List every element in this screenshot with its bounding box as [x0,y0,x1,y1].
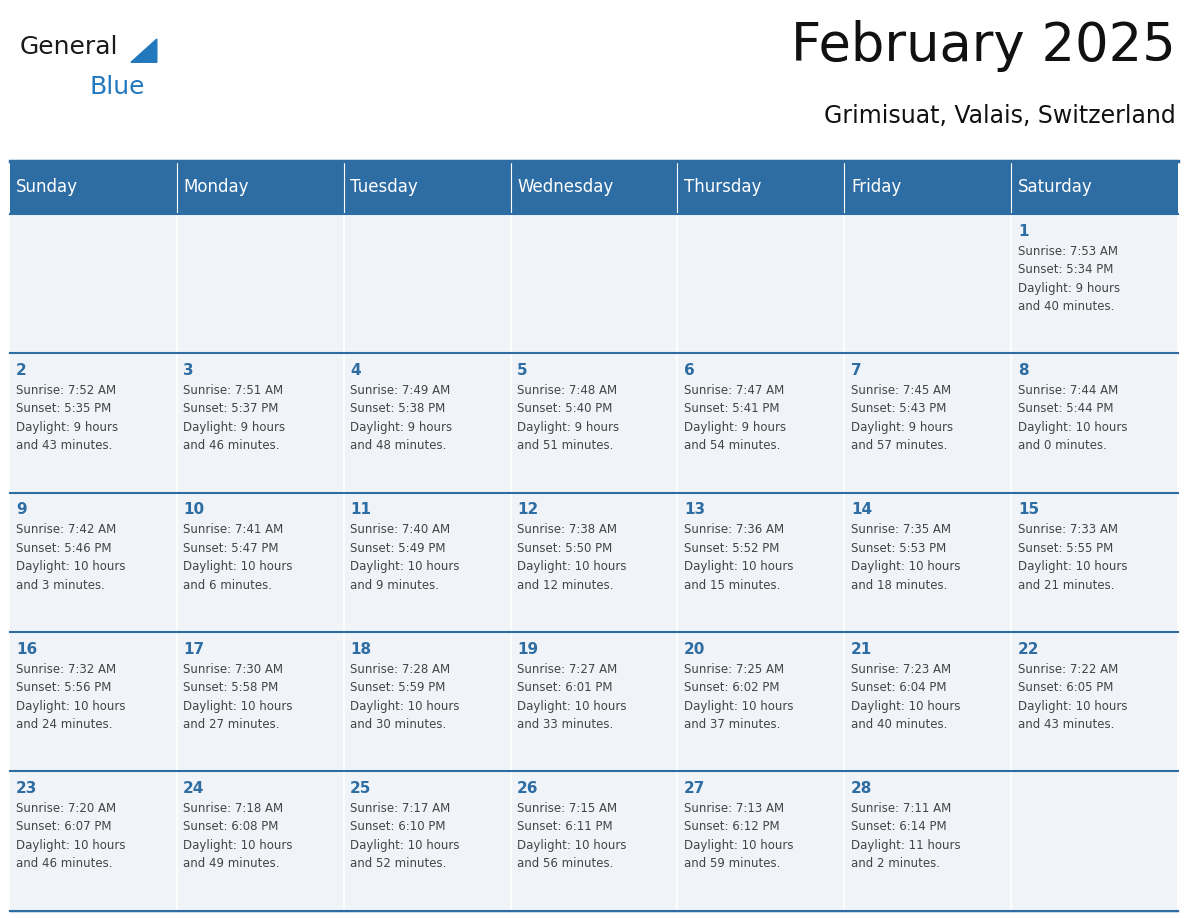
Text: 22: 22 [1018,642,1040,656]
Text: 17: 17 [183,642,204,656]
Text: Saturday: Saturday [1018,178,1093,196]
Text: Sunrise: 7:44 AM
Sunset: 5:44 PM
Daylight: 10 hours
and 0 minutes.: Sunrise: 7:44 AM Sunset: 5:44 PM Dayligh… [1018,384,1127,453]
Text: Sunrise: 7:22 AM
Sunset: 6:05 PM
Daylight: 10 hours
and 43 minutes.: Sunrise: 7:22 AM Sunset: 6:05 PM Dayligh… [1018,663,1127,731]
Text: Thursday: Thursday [684,178,762,196]
Text: 23: 23 [17,781,38,796]
Text: 7: 7 [851,363,861,378]
Text: Sunrise: 7:53 AM
Sunset: 5:34 PM
Daylight: 9 hours
and 40 minutes.: Sunrise: 7:53 AM Sunset: 5:34 PM Dayligh… [1018,244,1120,313]
Text: 9: 9 [17,502,27,518]
Text: Wednesday: Wednesday [517,178,613,196]
Text: Sunrise: 7:52 AM
Sunset: 5:35 PM
Daylight: 9 hours
and 43 minutes.: Sunrise: 7:52 AM Sunset: 5:35 PM Dayligh… [17,384,119,453]
Text: 6: 6 [684,363,695,378]
Text: Sunrise: 7:23 AM
Sunset: 6:04 PM
Daylight: 10 hours
and 40 minutes.: Sunrise: 7:23 AM Sunset: 6:04 PM Dayligh… [851,663,961,731]
Text: Sunrise: 7:11 AM
Sunset: 6:14 PM
Daylight: 11 hours
and 2 minutes.: Sunrise: 7:11 AM Sunset: 6:14 PM Dayligh… [851,802,961,870]
Text: 18: 18 [350,642,372,656]
Text: 21: 21 [851,642,872,656]
Text: 14: 14 [851,502,872,518]
Text: Sunrise: 7:42 AM
Sunset: 5:46 PM
Daylight: 10 hours
and 3 minutes.: Sunrise: 7:42 AM Sunset: 5:46 PM Dayligh… [17,523,126,592]
Text: 20: 20 [684,642,706,656]
Text: Sunrise: 7:20 AM
Sunset: 6:07 PM
Daylight: 10 hours
and 46 minutes.: Sunrise: 7:20 AM Sunset: 6:07 PM Dayligh… [17,802,126,870]
Text: 1: 1 [1018,224,1029,239]
Text: Sunrise: 7:15 AM
Sunset: 6:11 PM
Daylight: 10 hours
and 56 minutes.: Sunrise: 7:15 AM Sunset: 6:11 PM Dayligh… [517,802,627,870]
Text: Sunrise: 7:35 AM
Sunset: 5:53 PM
Daylight: 10 hours
and 18 minutes.: Sunrise: 7:35 AM Sunset: 5:53 PM Dayligh… [851,523,961,592]
Text: 11: 11 [350,502,371,518]
Text: Sunrise: 7:41 AM
Sunset: 5:47 PM
Daylight: 10 hours
and 6 minutes.: Sunrise: 7:41 AM Sunset: 5:47 PM Dayligh… [183,523,292,592]
Text: Sunrise: 7:47 AM
Sunset: 5:41 PM
Daylight: 9 hours
and 54 minutes.: Sunrise: 7:47 AM Sunset: 5:41 PM Dayligh… [684,384,786,453]
Text: 19: 19 [517,642,538,656]
Text: 3: 3 [183,363,194,378]
Text: 4: 4 [350,363,361,378]
Text: Sunrise: 7:17 AM
Sunset: 6:10 PM
Daylight: 10 hours
and 52 minutes.: Sunrise: 7:17 AM Sunset: 6:10 PM Dayligh… [350,802,460,870]
Text: Sunrise: 7:45 AM
Sunset: 5:43 PM
Daylight: 9 hours
and 57 minutes.: Sunrise: 7:45 AM Sunset: 5:43 PM Dayligh… [851,384,953,453]
Text: Sunrise: 7:33 AM
Sunset: 5:55 PM
Daylight: 10 hours
and 21 minutes.: Sunrise: 7:33 AM Sunset: 5:55 PM Dayligh… [1018,523,1127,592]
Text: 12: 12 [517,502,538,518]
Text: Sunrise: 7:27 AM
Sunset: 6:01 PM
Daylight: 10 hours
and 33 minutes.: Sunrise: 7:27 AM Sunset: 6:01 PM Dayligh… [517,663,627,731]
Text: Sunrise: 7:32 AM
Sunset: 5:56 PM
Daylight: 10 hours
and 24 minutes.: Sunrise: 7:32 AM Sunset: 5:56 PM Dayligh… [17,663,126,731]
Text: Sunrise: 7:48 AM
Sunset: 5:40 PM
Daylight: 9 hours
and 51 minutes.: Sunrise: 7:48 AM Sunset: 5:40 PM Dayligh… [517,384,619,453]
Text: Tuesday: Tuesday [350,178,418,196]
Text: Sunrise: 7:25 AM
Sunset: 6:02 PM
Daylight: 10 hours
and 37 minutes.: Sunrise: 7:25 AM Sunset: 6:02 PM Dayligh… [684,663,794,731]
Text: 8: 8 [1018,363,1029,378]
Text: Sunrise: 7:30 AM
Sunset: 5:58 PM
Daylight: 10 hours
and 27 minutes.: Sunrise: 7:30 AM Sunset: 5:58 PM Dayligh… [183,663,292,731]
Text: Friday: Friday [851,178,902,196]
Text: Sunrise: 7:40 AM
Sunset: 5:49 PM
Daylight: 10 hours
and 9 minutes.: Sunrise: 7:40 AM Sunset: 5:49 PM Dayligh… [350,523,460,592]
Text: Sunrise: 7:38 AM
Sunset: 5:50 PM
Daylight: 10 hours
and 12 minutes.: Sunrise: 7:38 AM Sunset: 5:50 PM Dayligh… [517,523,627,592]
Text: 27: 27 [684,781,706,796]
Text: 5: 5 [517,363,527,378]
Text: Sunrise: 7:28 AM
Sunset: 5:59 PM
Daylight: 10 hours
and 30 minutes.: Sunrise: 7:28 AM Sunset: 5:59 PM Dayligh… [350,663,460,731]
Polygon shape [131,39,157,62]
Text: 25: 25 [350,781,372,796]
Text: Sunrise: 7:18 AM
Sunset: 6:08 PM
Daylight: 10 hours
and 49 minutes.: Sunrise: 7:18 AM Sunset: 6:08 PM Dayligh… [183,802,292,870]
Text: General: General [19,36,118,60]
Text: Monday: Monday [183,178,248,196]
Text: February 2025: February 2025 [791,20,1176,73]
Text: Grimisuat, Valais, Switzerland: Grimisuat, Valais, Switzerland [824,104,1176,128]
Text: 28: 28 [851,781,872,796]
Text: 16: 16 [17,642,38,656]
Text: 15: 15 [1018,502,1040,518]
Text: Sunrise: 7:36 AM
Sunset: 5:52 PM
Daylight: 10 hours
and 15 minutes.: Sunrise: 7:36 AM Sunset: 5:52 PM Dayligh… [684,523,794,592]
Text: Sunday: Sunday [17,178,78,196]
Text: Sunrise: 7:13 AM
Sunset: 6:12 PM
Daylight: 10 hours
and 59 minutes.: Sunrise: 7:13 AM Sunset: 6:12 PM Dayligh… [684,802,794,870]
Text: 13: 13 [684,502,706,518]
Text: 2: 2 [17,363,27,378]
Text: 26: 26 [517,781,538,796]
Text: Sunrise: 7:49 AM
Sunset: 5:38 PM
Daylight: 9 hours
and 48 minutes.: Sunrise: 7:49 AM Sunset: 5:38 PM Dayligh… [350,384,453,453]
Text: Sunrise: 7:51 AM
Sunset: 5:37 PM
Daylight: 9 hours
and 46 minutes.: Sunrise: 7:51 AM Sunset: 5:37 PM Dayligh… [183,384,285,453]
Text: 10: 10 [183,502,204,518]
Text: 24: 24 [183,781,204,796]
Text: Blue: Blue [89,74,145,99]
